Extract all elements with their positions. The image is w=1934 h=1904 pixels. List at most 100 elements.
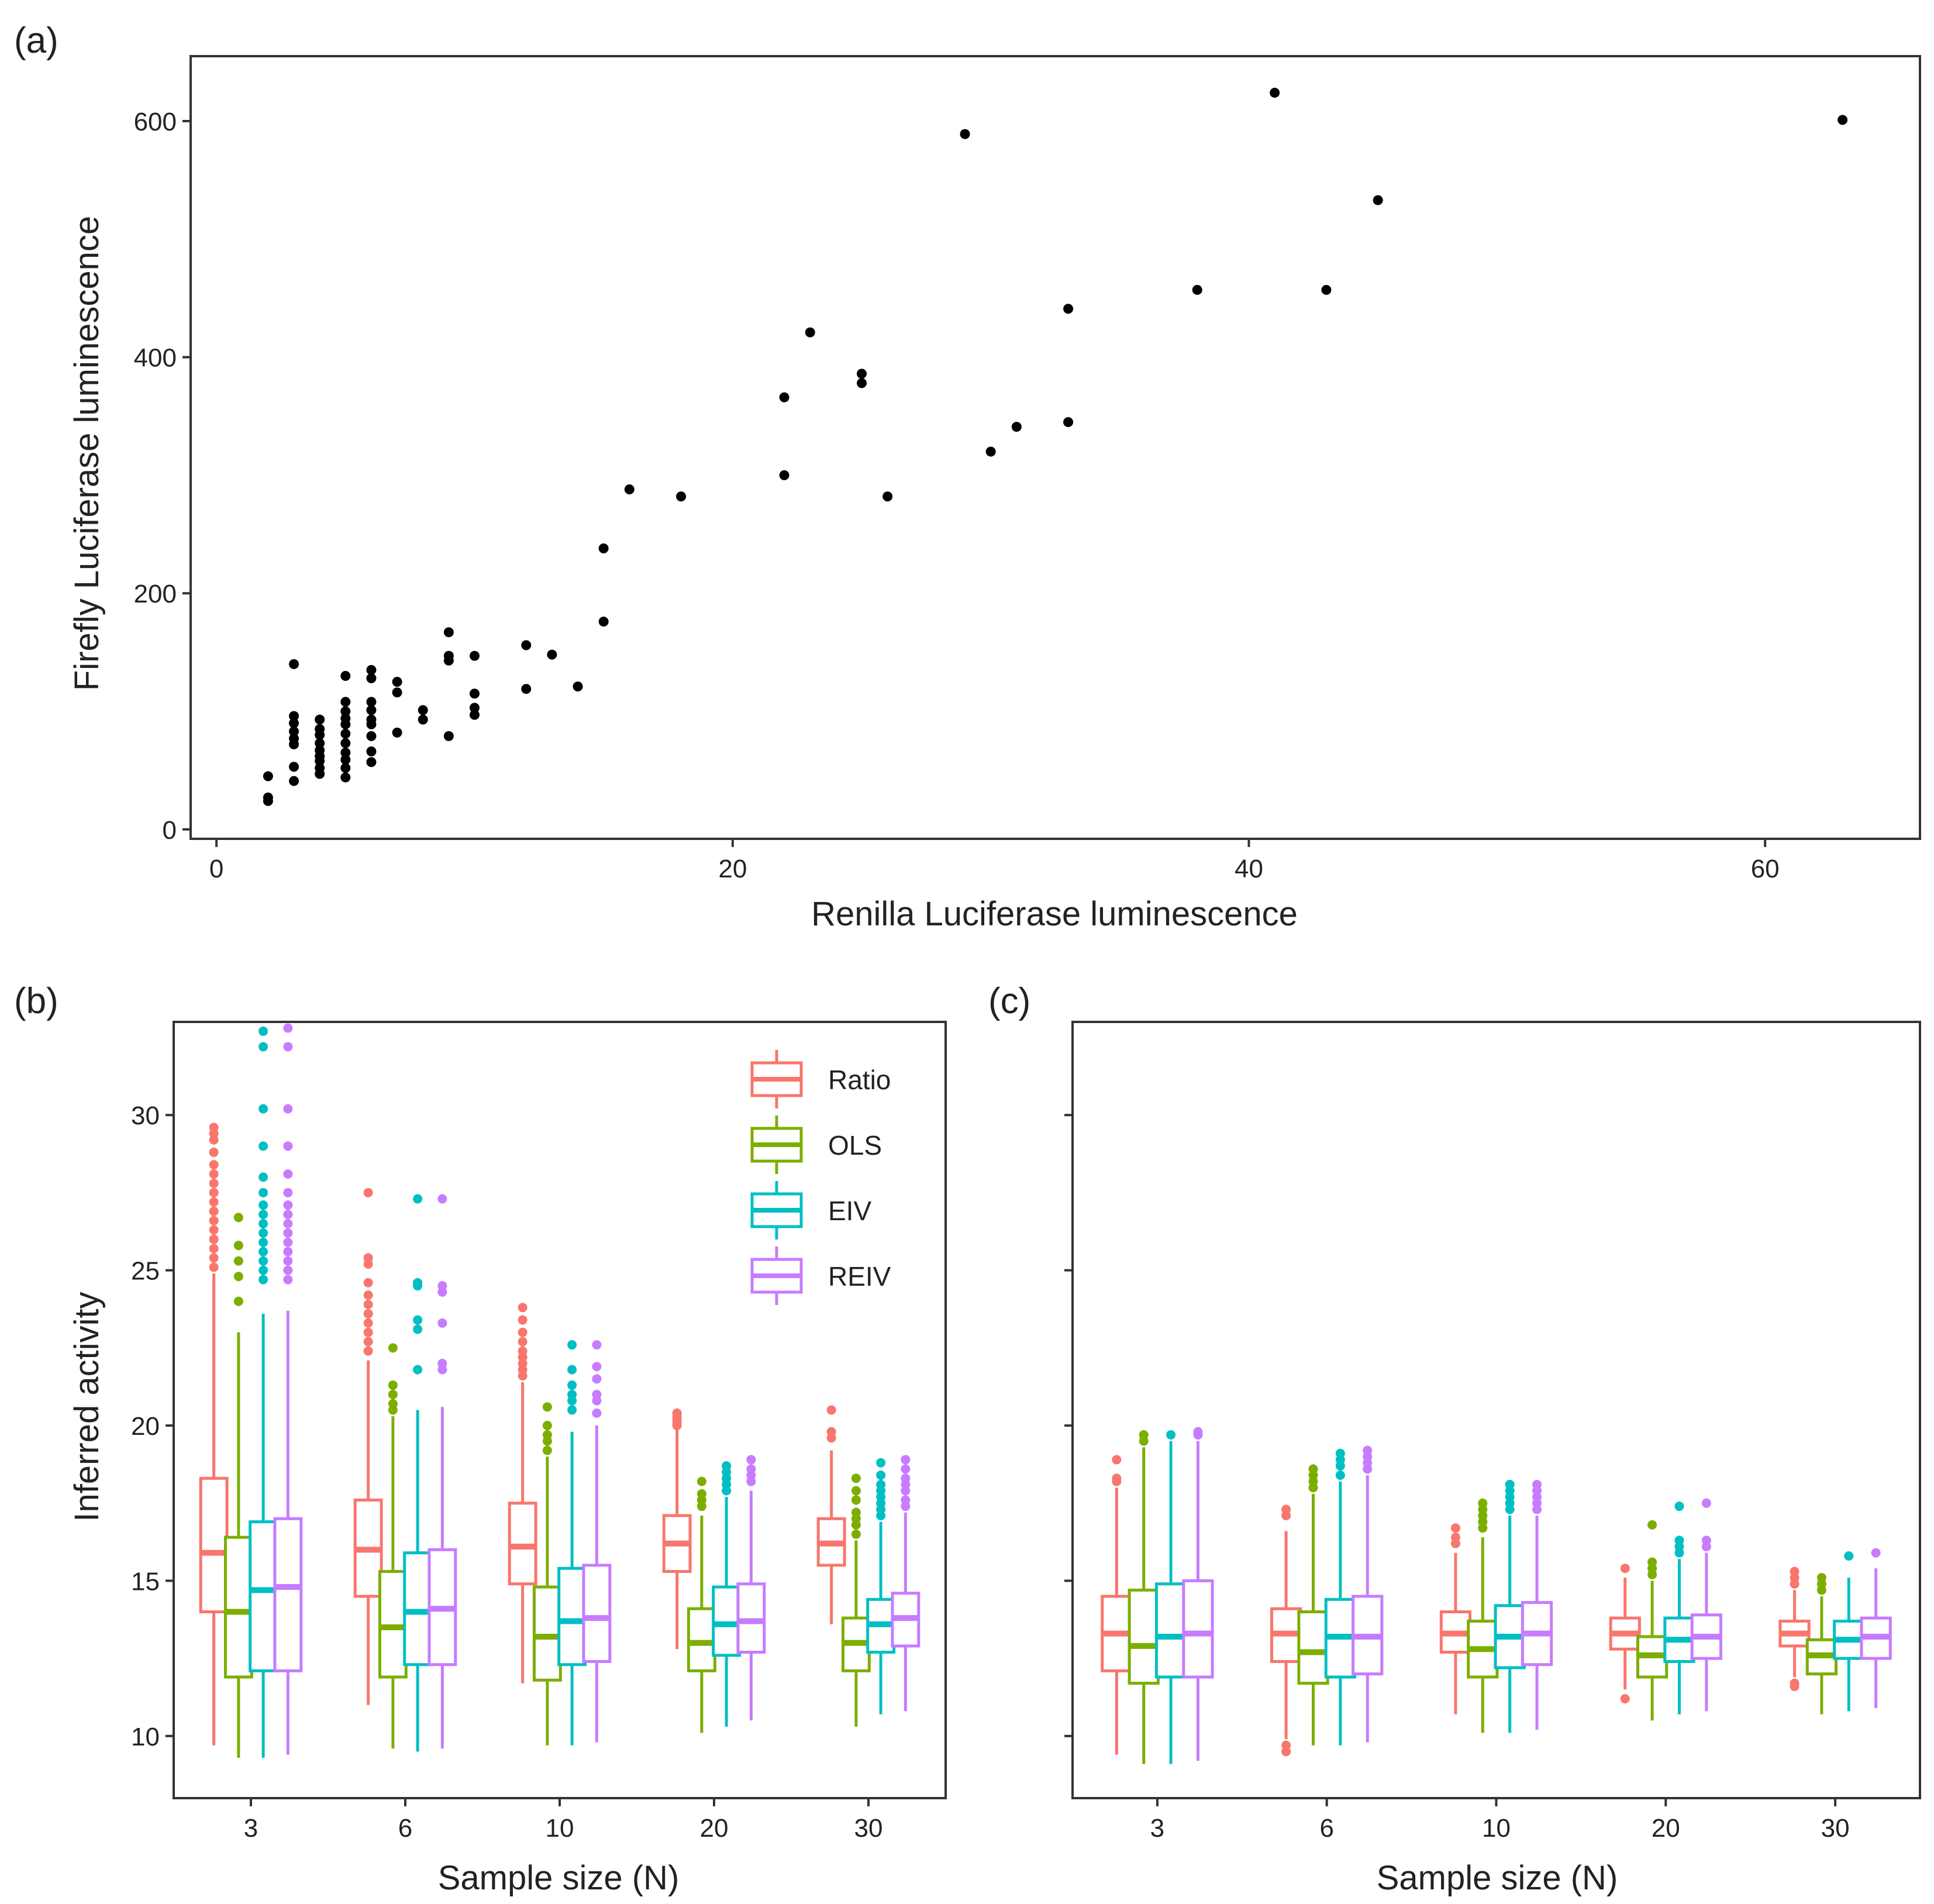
y-tick-label: 0 <box>163 816 177 845</box>
x-tick-label: 3 <box>1150 1814 1164 1843</box>
outlier-point <box>851 1507 861 1517</box>
data-point <box>340 671 351 681</box>
box-ratio <box>199 1476 229 1614</box>
outlier-point <box>1701 1535 1711 1545</box>
outlier-point <box>722 1461 732 1471</box>
outlier-point <box>283 1023 293 1033</box>
outlier-point <box>518 1315 528 1325</box>
y-tick-label: 400 <box>134 344 177 373</box>
outlier-point <box>363 1346 373 1356</box>
outlier-point <box>363 1278 373 1287</box>
outlier-point <box>518 1346 528 1356</box>
outlier-point <box>592 1340 602 1350</box>
outlier-point <box>258 1256 268 1266</box>
data-point <box>856 378 867 388</box>
outlier-point <box>283 1200 293 1210</box>
outlier-point <box>1532 1479 1542 1489</box>
data-point <box>985 446 996 457</box>
x-tick-label: 3 <box>244 1814 258 1843</box>
box-eiv <box>403 1551 433 1667</box>
outlier-point <box>413 1315 423 1325</box>
outlier-point <box>437 1358 447 1368</box>
x-tick-label: 30 <box>1821 1814 1850 1843</box>
data-point <box>263 771 273 781</box>
data-point <box>1063 417 1074 428</box>
x-tick-label: 10 <box>1482 1814 1511 1843</box>
outlier-point <box>542 1421 552 1431</box>
outlier-point <box>363 1318 373 1328</box>
data-point <box>366 673 377 684</box>
data-point <box>469 650 480 661</box>
outlier-point <box>209 1179 219 1189</box>
data-point <box>340 748 351 758</box>
data-point <box>289 718 299 728</box>
outlier-point <box>1647 1520 1657 1530</box>
data-point <box>366 731 377 741</box>
outlier-point <box>851 1495 861 1505</box>
box-reiv <box>582 1564 612 1663</box>
y-tick-label: 600 <box>134 108 177 136</box>
outlier-point <box>363 1327 373 1337</box>
outlier-point <box>672 1408 682 1418</box>
outlier-point <box>388 1380 398 1390</box>
outlier-point <box>876 1470 886 1480</box>
box-reiv <box>1182 1579 1214 1679</box>
data-point <box>676 491 687 502</box>
outlier-point <box>1112 1473 1122 1483</box>
outlier-point <box>209 1262 219 1272</box>
x-tick-label: 30 <box>854 1814 883 1843</box>
outlier-point <box>1478 1498 1488 1508</box>
y-tick-label: 200 <box>134 580 177 608</box>
data-point <box>779 470 790 480</box>
data-point <box>547 649 557 660</box>
outlier-point <box>567 1340 577 1350</box>
outlier-point <box>209 1206 219 1216</box>
outlier-point <box>283 1237 293 1247</box>
outlier-point <box>518 1327 528 1337</box>
data-point <box>340 728 351 739</box>
outlier-point <box>901 1464 911 1474</box>
outlier-point <box>567 1380 577 1390</box>
data-point <box>289 762 299 772</box>
data-point <box>418 714 428 725</box>
data-point <box>469 688 480 699</box>
panel-b-xlabel: Sample size (N) <box>438 1859 680 1897</box>
outlier-point <box>283 1275 293 1285</box>
outlier-point <box>283 1219 293 1229</box>
data-point <box>315 769 325 779</box>
outlier-point <box>1790 1566 1799 1576</box>
box-eiv <box>712 1585 742 1657</box>
outlier-point <box>209 1253 219 1263</box>
outlier-point <box>592 1389 602 1399</box>
data-point <box>340 763 351 773</box>
panel-c-xlabel: Sample size (N) <box>1377 1859 1618 1897</box>
y-tick-label: 20 <box>131 1412 160 1441</box>
outlier-point <box>437 1281 447 1291</box>
outlier-point <box>209 1225 219 1235</box>
outlier-point <box>258 1228 268 1238</box>
panel-b-ylabel: Inferred activity <box>68 1292 106 1521</box>
outlier-point <box>851 1473 861 1483</box>
outlier-point <box>1281 1740 1291 1750</box>
outlier-point <box>826 1427 836 1437</box>
data-point <box>598 543 609 554</box>
outlier-point <box>1139 1430 1149 1440</box>
outlier-point <box>1844 1551 1854 1561</box>
data-point <box>289 659 299 669</box>
outlier-point <box>1363 1445 1373 1455</box>
data-point <box>392 677 402 687</box>
outlier-point <box>388 1389 398 1399</box>
outlier-point <box>542 1402 552 1412</box>
panel-a-xlabel: Renilla Luciferase luminescence <box>811 895 1298 933</box>
outlier-point <box>1166 1430 1176 1440</box>
outlier-point <box>233 1241 243 1251</box>
data-point <box>856 369 867 379</box>
legend-label-ratio: Ratio <box>828 1065 891 1095</box>
box-ols <box>687 1607 716 1672</box>
outlier-point <box>258 1172 268 1182</box>
outlier-point <box>283 1228 293 1238</box>
outlier-point <box>209 1147 219 1157</box>
outlier-point <box>567 1405 577 1415</box>
data-point <box>289 776 299 786</box>
data-point <box>779 392 790 402</box>
